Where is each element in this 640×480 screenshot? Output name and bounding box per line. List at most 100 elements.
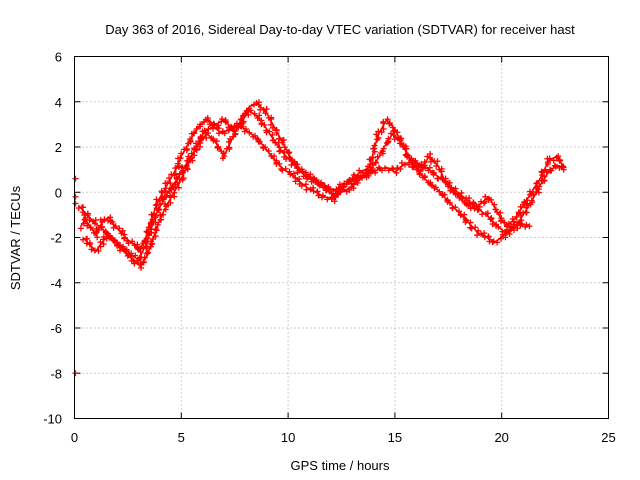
track-2-point — [436, 188, 443, 195]
track-1-point — [167, 180, 174, 187]
track-1-point — [193, 125, 200, 132]
track-2-point — [441, 191, 448, 198]
track-3-point — [560, 164, 567, 171]
track-3-point — [285, 150, 292, 157]
track-2-point — [167, 199, 174, 206]
track-1-point — [131, 242, 138, 249]
track-3-point — [192, 146, 199, 153]
track-3-point — [334, 190, 341, 197]
track-1-point — [393, 169, 400, 176]
track-3-point — [555, 153, 562, 160]
track-3-point — [279, 139, 286, 146]
track-3-point — [515, 209, 522, 216]
track-1-point — [172, 170, 179, 177]
track-3-point — [86, 217, 93, 224]
track-1-point — [372, 169, 379, 176]
track-3-point — [84, 212, 91, 219]
track-2-point — [356, 175, 363, 182]
track-3-point — [523, 197, 530, 204]
track-3-point — [380, 125, 387, 132]
track-1-point — [204, 117, 211, 124]
track-1-line — [80, 109, 565, 253]
track-2-point — [490, 238, 497, 245]
grid-lines — [74, 56, 609, 419]
track-3-point — [203, 134, 210, 141]
track-3-point — [132, 252, 139, 259]
x-tick-labels: 0 5 10 15 20 25 — [71, 430, 616, 445]
track-3-point — [137, 248, 144, 255]
track-3-point — [267, 121, 274, 128]
track-2-point — [271, 153, 278, 160]
track-3-point — [469, 201, 476, 208]
track-3-point — [538, 168, 545, 175]
track-1-point — [112, 223, 119, 230]
track-2-point — [149, 236, 156, 243]
track-2-point — [472, 224, 479, 231]
track-3-point — [263, 106, 270, 113]
track-2-point — [461, 211, 468, 218]
track-3-point — [458, 194, 465, 201]
track-3-point — [214, 144, 221, 151]
track-3-point — [467, 205, 474, 212]
track-1-point — [174, 160, 181, 167]
track-3-point — [157, 201, 164, 208]
track-1-point — [263, 129, 270, 136]
track-3-point — [445, 183, 452, 190]
track-1-point — [152, 202, 159, 209]
track-3-point — [415, 163, 422, 170]
y-tick-label: 2 — [55, 140, 62, 155]
track-2-point — [86, 241, 93, 248]
track-3-point — [268, 116, 275, 123]
track-1-point — [197, 123, 204, 130]
track-2-point — [475, 227, 482, 234]
track-3-point — [293, 161, 300, 168]
track-3-point — [246, 105, 253, 112]
track-1-point — [394, 164, 401, 171]
track-1-point — [269, 131, 276, 138]
track-2-point — [95, 247, 102, 254]
track-2-point — [210, 125, 217, 132]
track-3-point — [494, 209, 501, 216]
track-3-point — [400, 142, 407, 149]
track-3-point — [370, 145, 377, 152]
track-3-point — [505, 220, 512, 227]
track-1-point — [430, 169, 437, 176]
track-3-point — [318, 179, 325, 186]
track-3-point — [546, 155, 553, 162]
track-3-point — [220, 150, 227, 157]
track-2-point — [354, 180, 361, 187]
track-3-point — [378, 129, 385, 136]
track-3-point — [275, 135, 282, 142]
track-3-point — [237, 116, 244, 123]
track-3-point — [75, 205, 82, 212]
track-3-point — [556, 157, 563, 164]
track-2-point — [319, 192, 326, 199]
track-3-point — [510, 218, 517, 225]
track-2-point — [372, 159, 379, 166]
track-3-point — [260, 106, 267, 113]
track-2-point — [144, 249, 151, 256]
track-2-point — [167, 192, 174, 199]
track-3-point — [185, 158, 192, 165]
track-2-point — [302, 181, 309, 188]
track-2-point — [385, 135, 392, 142]
track-3-point — [298, 166, 305, 173]
track-1-point — [425, 167, 432, 174]
track-2-point — [350, 181, 357, 188]
track-3-point — [323, 187, 330, 194]
track-2-point — [252, 132, 259, 139]
track-1-point — [277, 147, 284, 154]
track-3-point — [363, 167, 370, 174]
track-3-point — [450, 187, 457, 194]
track-2-point — [97, 239, 104, 246]
track-1-point — [261, 121, 268, 128]
track-1-point — [172, 165, 179, 172]
track-2-point — [514, 225, 521, 232]
track-2-point — [292, 178, 299, 185]
track-3-point — [210, 136, 217, 143]
track-3-point — [473, 203, 480, 210]
track-3-point — [226, 144, 233, 151]
track-3-point — [497, 218, 504, 225]
track-1-point — [187, 136, 194, 143]
track-2-point — [481, 230, 488, 237]
